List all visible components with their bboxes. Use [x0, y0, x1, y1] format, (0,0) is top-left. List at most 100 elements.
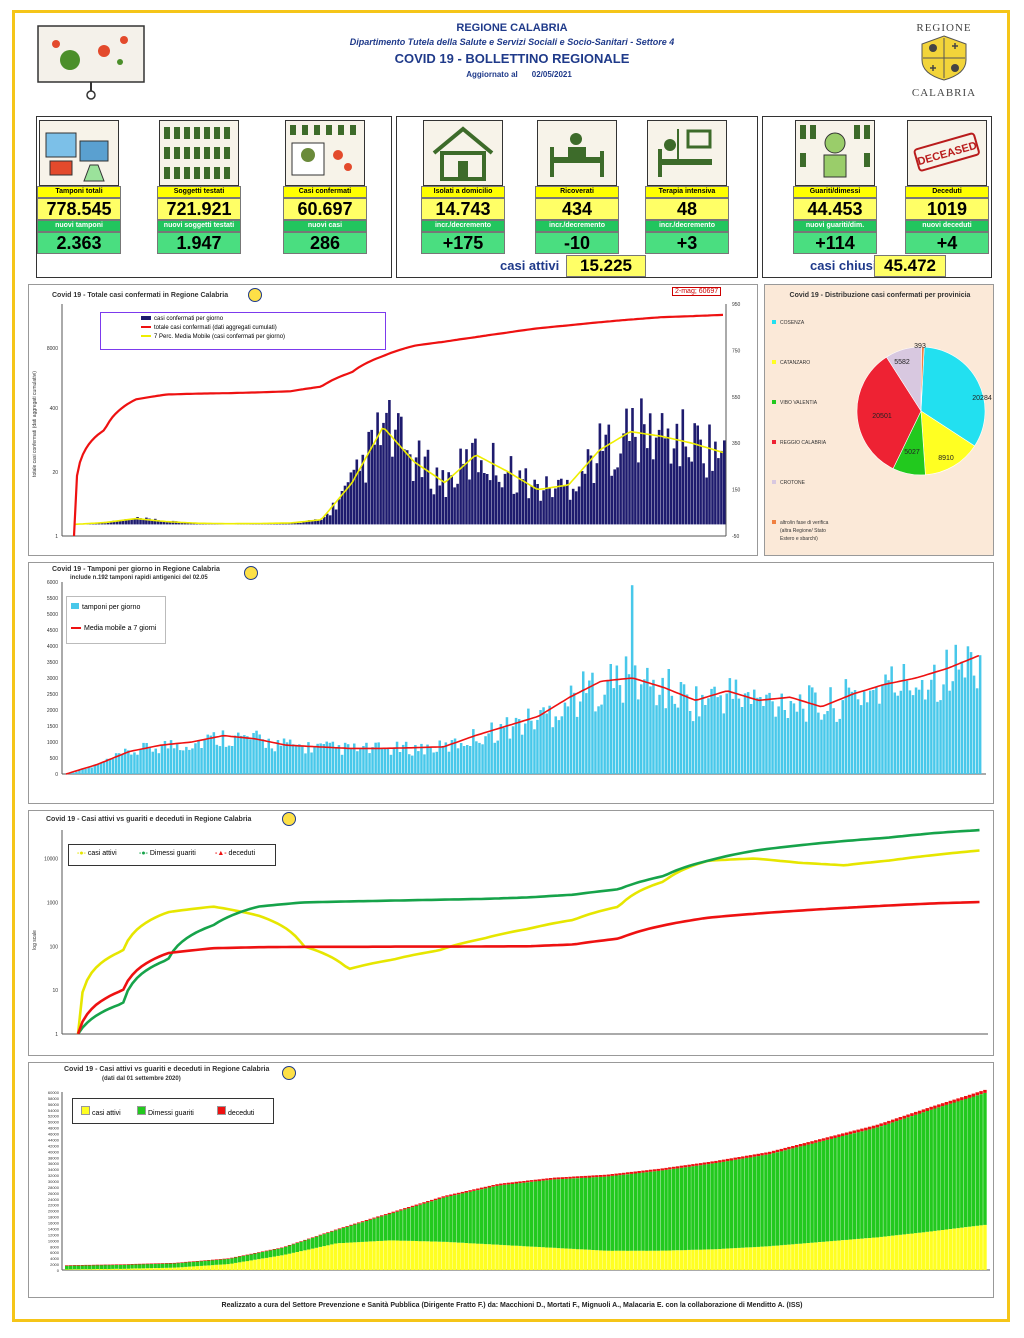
pie-slice [920, 410, 976, 476]
tests-bar [380, 749, 383, 774]
daily-cases-bar [320, 519, 323, 525]
deaths-bar [456, 1192, 461, 1195]
daily-cases-bar [613, 469, 616, 525]
deaths-bar [967, 1094, 972, 1098]
tests-bar [209, 735, 212, 774]
legend-label: VIBO VALENTIA [780, 400, 818, 406]
chart4-plot: 6000058000560005400052000500004800046000… [48, 1089, 990, 1273]
chart1-plot: 8000 400 20 1 950 750 550 350 150 -50 totale casi … [32, 302, 741, 540]
chart4-legend: casi attivi Dimessi guariti deceduti [72, 1098, 274, 1124]
daily-cases-bar [702, 463, 705, 525]
deaths-bar [203, 1260, 207, 1261]
daily-cases-bar [159, 521, 163, 525]
deaths-bar [591, 1175, 595, 1178]
active-cases-bar [280, 1255, 284, 1270]
recovered-bar [449, 1196, 453, 1243]
tests-bar [795, 711, 799, 774]
deaths-bar [372, 1217, 376, 1219]
recovered-bar [472, 1190, 476, 1244]
recovered-bar [164, 1263, 169, 1268]
recovered-bar [491, 1186, 495, 1245]
recovered-bar [299, 1241, 303, 1252]
active-cases-bar [856, 1238, 860, 1270]
active-cases-bar [756, 1246, 760, 1270]
tests-bar [771, 701, 774, 774]
tests-bar [673, 703, 677, 774]
tests-bar [291, 744, 295, 774]
chart1-legend: casi confermati per giorno totale casi c… [100, 312, 386, 350]
infected-crowd-icon [285, 120, 365, 186]
tests-bar [917, 689, 921, 774]
tests-bar [630, 585, 634, 774]
tests-bar [731, 698, 735, 774]
deaths-bar [568, 1176, 572, 1179]
recovered-bar [752, 1156, 757, 1248]
kpi-group-tests [36, 116, 392, 278]
deaths-bar [287, 1245, 292, 1246]
legend-item: Dimessi guariti [137, 1106, 194, 1117]
tests-bar [798, 694, 802, 774]
daily-cases-bar [527, 498, 530, 525]
deaths-bar [168, 1263, 173, 1264]
daily-cases-bar [483, 473, 486, 525]
deaths-bar [925, 1108, 929, 1111]
tests-bar [737, 698, 741, 774]
card-sub-value: +175 [421, 232, 505, 254]
daily-cases-bar [515, 492, 519, 525]
daily-cases-bar [296, 522, 299, 525]
daily-cases-bar [542, 490, 545, 525]
tests-bar [691, 721, 695, 774]
deaths-bar [441, 1196, 445, 1198]
tests-bar [298, 744, 301, 774]
recovered-bar [157, 1263, 161, 1268]
active-cases-bar [687, 1249, 691, 1270]
recovered-bar [114, 1264, 119, 1269]
tests-bar [545, 713, 548, 774]
daily-cases-bar [566, 479, 569, 525]
deaths-bar [779, 1148, 784, 1152]
tests-bar [240, 735, 243, 774]
active-cases-bar [937, 1230, 941, 1270]
closed-cases-value: 45.472 [874, 255, 946, 277]
daily-cases-bar [666, 428, 670, 525]
active-cases-bar [660, 1250, 664, 1270]
tests-bar [640, 684, 643, 774]
deaths-bar [72, 1265, 77, 1266]
active-cases-bar [245, 1261, 250, 1270]
recovered-bar [276, 1248, 280, 1256]
y-tick-label: 2500 [47, 692, 58, 698]
daily-cases-bar [491, 442, 495, 525]
daily-cases-bar [560, 478, 563, 525]
recovered-bar [453, 1195, 457, 1243]
recovered-bar [418, 1204, 422, 1242]
daily-cases-bar [154, 518, 157, 525]
tests-bar [450, 740, 454, 774]
tests-bar [914, 687, 918, 774]
recovered-bar [430, 1201, 434, 1242]
tests-bar [121, 754, 124, 774]
deaths-bar [284, 1246, 288, 1247]
daily-cases-bar [651, 459, 655, 525]
deaths-bar [453, 1193, 457, 1196]
daily-cases-bar [373, 444, 376, 525]
tests-bar [282, 738, 286, 774]
kpi-group-active [396, 116, 758, 278]
active-cases-bar [948, 1229, 953, 1270]
recovered-bar [814, 1142, 818, 1243]
tests-bar [227, 745, 231, 774]
tests-bar [899, 690, 903, 774]
y-tick-label-right: 350 [732, 441, 741, 447]
daily-cases-bar [646, 448, 649, 525]
tests-bar [966, 646, 970, 774]
active-cases-bar [718, 1249, 722, 1270]
deaths-bar [191, 1261, 196, 1262]
y-tick-label: 46000 [48, 1132, 60, 1137]
daily-cases-bar [589, 455, 593, 525]
active-cases-bar [568, 1248, 572, 1270]
tests-bar [337, 745, 341, 774]
y-tick-label: 500 [50, 756, 59, 762]
active-cases-bar [114, 1268, 119, 1270]
legend-swatch [137, 1106, 146, 1115]
logo-bottom-text: CALABRIA [911, 87, 977, 99]
recovered-bar [541, 1180, 545, 1248]
